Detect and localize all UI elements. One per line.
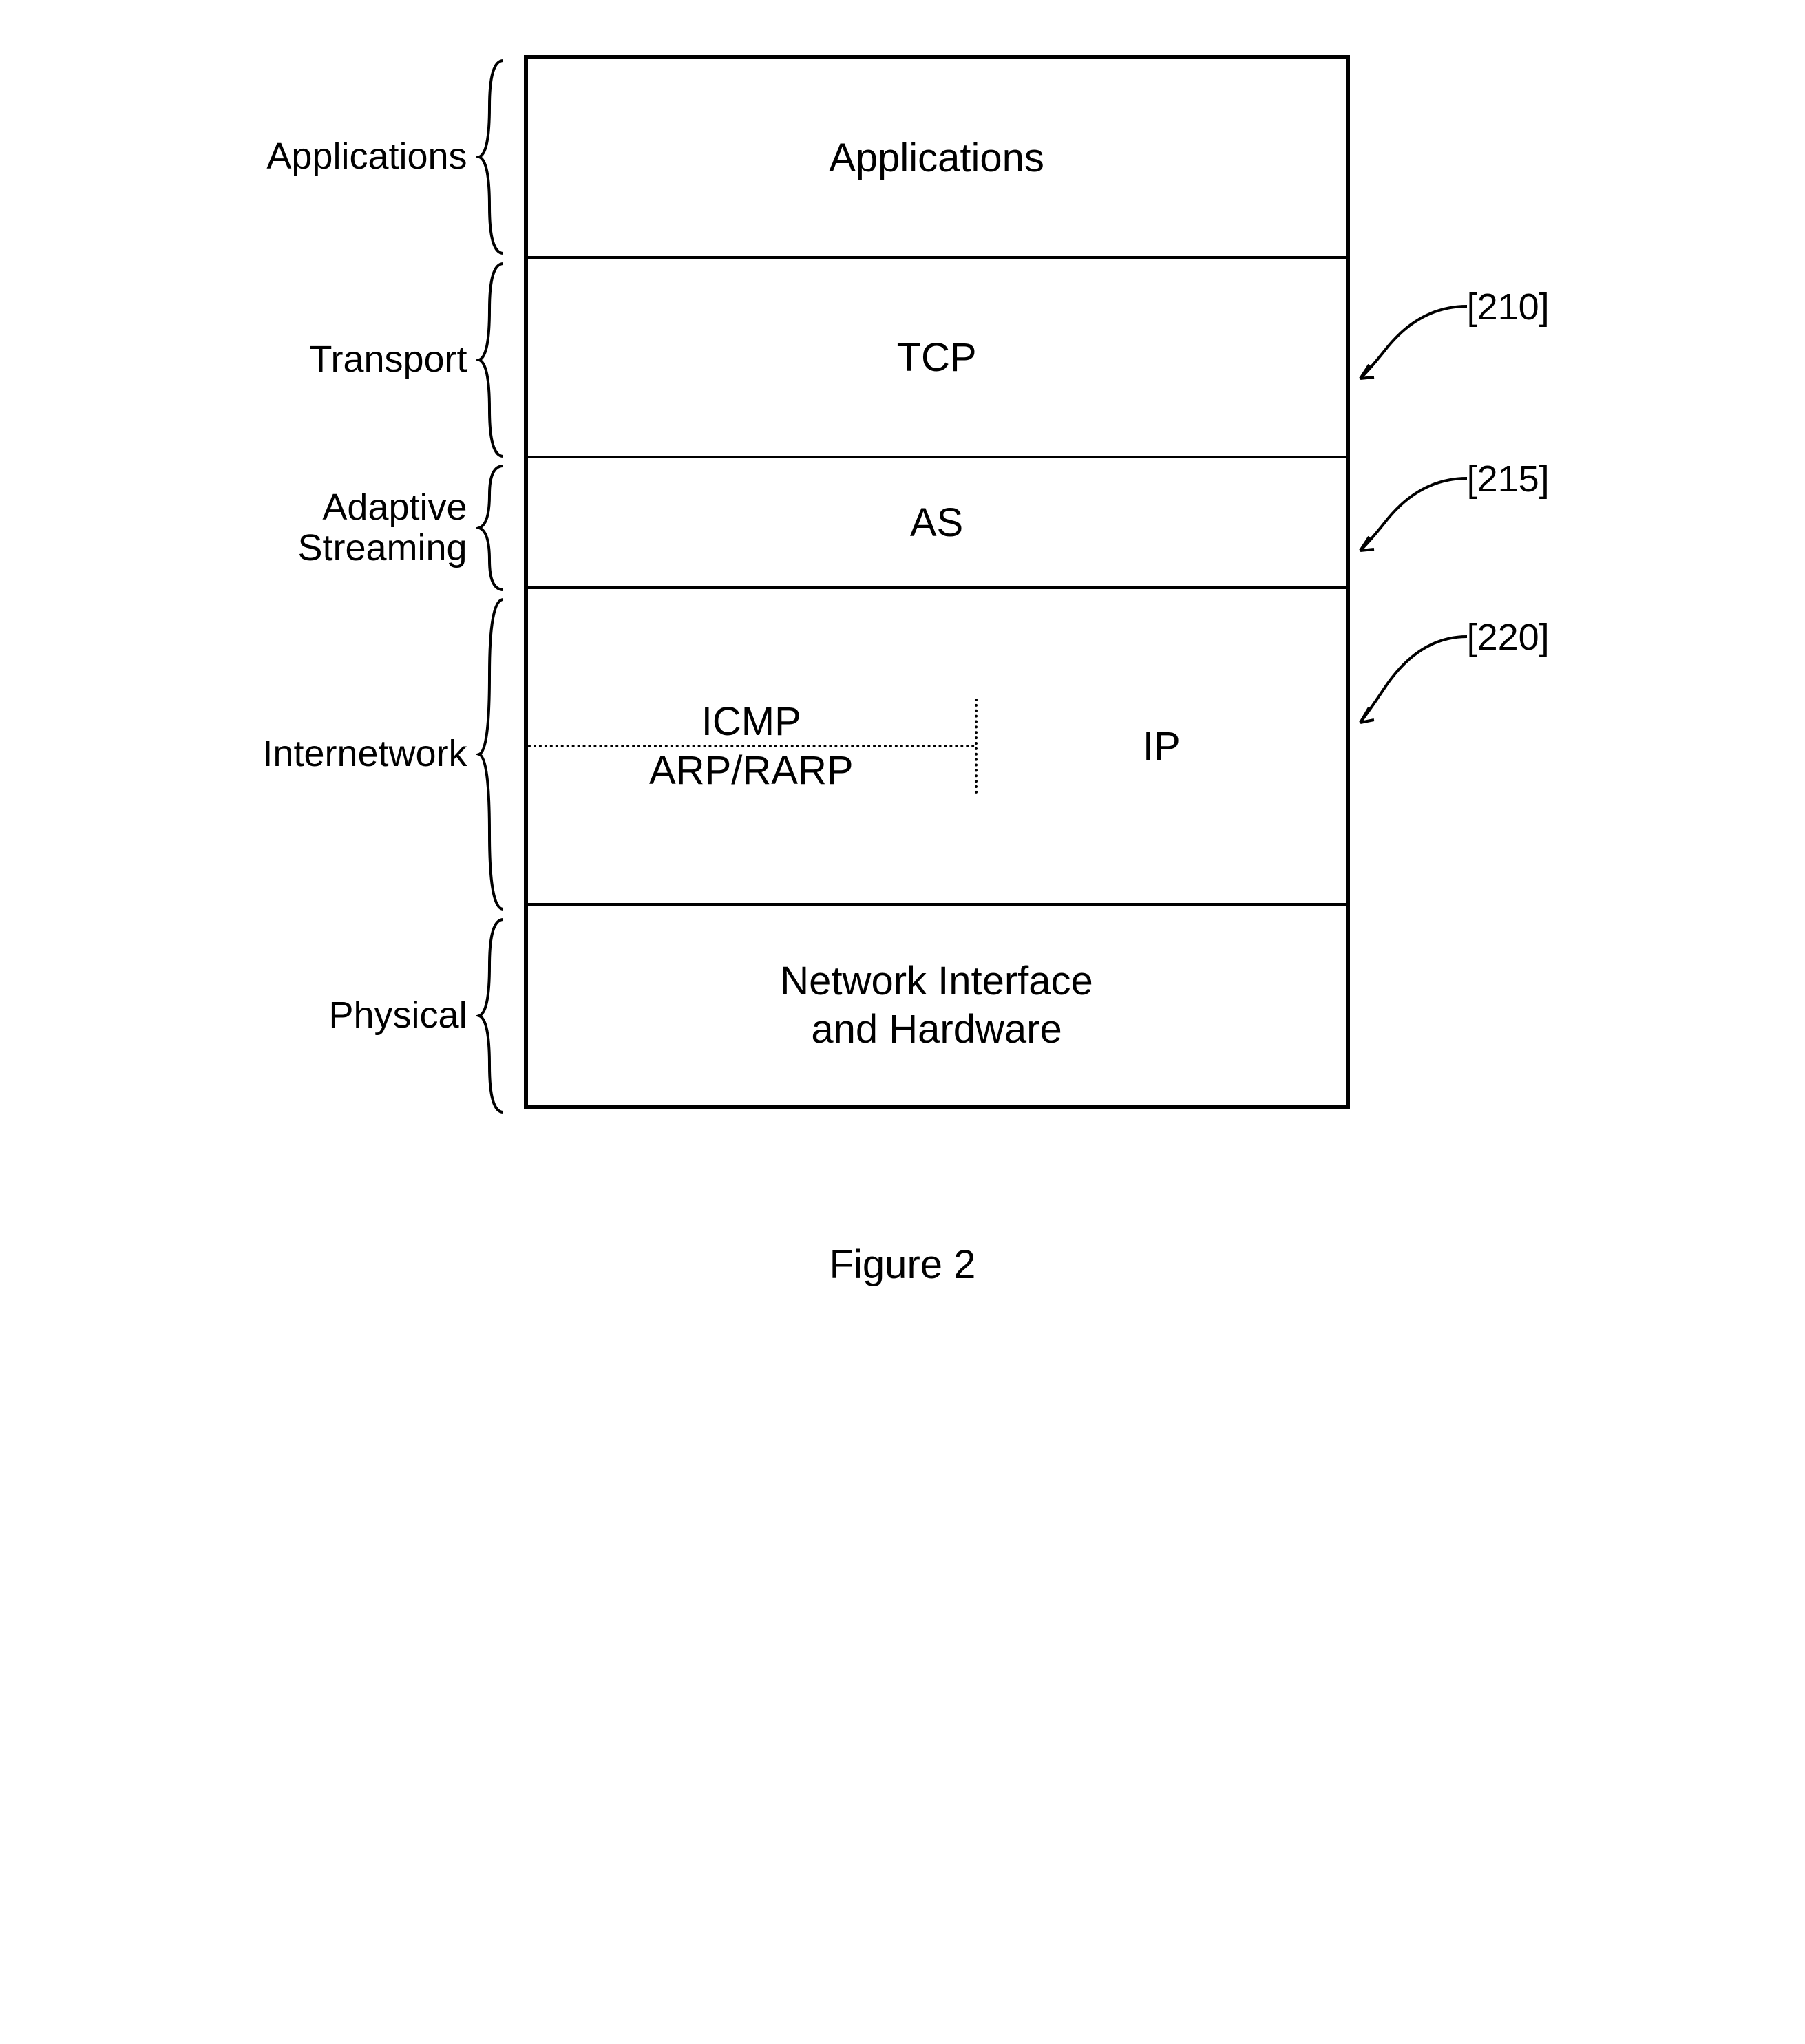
layer-box-applications: Applications xyxy=(528,59,1346,259)
layer-text-applications: Applications xyxy=(829,135,1044,181)
figure-caption: Figure 2 xyxy=(41,1242,1764,1288)
text-icmp: ICMP xyxy=(701,699,801,745)
label-applications: Applications xyxy=(266,136,467,177)
box-arp-rarp: ARP/RARP xyxy=(528,747,975,794)
callout-arrow-icon xyxy=(1350,296,1474,392)
label-row-applications: Applications xyxy=(262,55,509,259)
label-row-adaptive-streaming: AdaptiveStreaming xyxy=(262,461,509,595)
protocol-stack: Applications TCP AS ICMP ARP/RARP IP Net… xyxy=(524,55,1350,1109)
layer-box-transport: TCP xyxy=(528,259,1346,458)
layer-text-as: AS xyxy=(910,500,963,546)
layer-text-physical-1: Network Interface xyxy=(780,957,1093,1005)
layer-text-transport: TCP xyxy=(897,334,977,381)
callout-text-215: [215] xyxy=(1467,458,1550,500)
label-adaptive-streaming: AdaptiveStreaming xyxy=(297,487,467,569)
layer-box-internetwork: ICMP ARP/RARP IP xyxy=(528,589,1346,906)
brace-icon xyxy=(476,596,510,913)
layer-box-adaptive-streaming: AS xyxy=(528,458,1346,589)
internetwork-left-panel: ICMP ARP/RARP xyxy=(528,699,978,794)
label-transport: Transport xyxy=(309,339,467,380)
box-icmp: ICMP xyxy=(528,699,975,747)
layer-labels-column: Applications Transport AdaptiveStreaming… xyxy=(262,55,509,1118)
network-stack-diagram: Applications Transport AdaptiveStreaming… xyxy=(41,55,1764,1118)
text-ip: IP xyxy=(1143,723,1181,769)
brace-icon xyxy=(476,260,510,460)
label-row-transport: Transport xyxy=(262,259,509,461)
brace-icon xyxy=(476,916,510,1116)
brace-icon xyxy=(476,462,510,593)
callout-220: [220] xyxy=(1350,626,1474,736)
label-row-physical: Physical xyxy=(262,914,509,1118)
brace-icon xyxy=(476,57,510,257)
label-row-internetwork: Internetwork xyxy=(262,595,509,914)
text-arp-rarp: ARP/RARP xyxy=(649,747,854,794)
callout-text-210: [210] xyxy=(1467,286,1550,328)
box-ip: IP xyxy=(978,723,1346,769)
callout-arrow-icon xyxy=(1350,468,1474,564)
label-physical: Physical xyxy=(328,995,467,1036)
callout-215: [215] xyxy=(1350,468,1474,564)
callout-text-220: [220] xyxy=(1467,616,1550,659)
callout-210: [210] xyxy=(1350,296,1474,392)
label-internetwork: Internetwork xyxy=(262,734,467,774)
callout-arrow-icon xyxy=(1350,626,1474,736)
layer-text-physical-2: and Hardware xyxy=(811,1005,1062,1054)
layer-box-physical: Network Interface and Hardware xyxy=(528,906,1346,1105)
